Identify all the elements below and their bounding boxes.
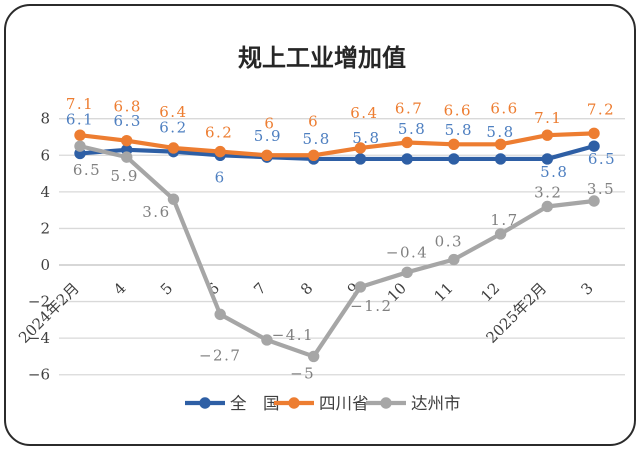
x-tick-label: 5 bbox=[157, 279, 176, 298]
data-point bbox=[401, 153, 413, 165]
legend-item: 全 国 bbox=[185, 394, 280, 413]
data-label: 0.3 bbox=[435, 233, 463, 251]
y-tick-label: 6 bbox=[40, 146, 50, 164]
data-point bbox=[74, 129, 86, 141]
data-label: 3.2 bbox=[534, 183, 562, 201]
data-label: 6.5 bbox=[73, 161, 101, 179]
data-point bbox=[588, 140, 600, 152]
data-point bbox=[541, 153, 553, 165]
data-point bbox=[494, 138, 507, 151]
data-point bbox=[214, 308, 226, 321]
data-label: 6.7 bbox=[395, 99, 423, 117]
data-point bbox=[494, 228, 507, 240]
data-point bbox=[448, 253, 460, 266]
data-point bbox=[214, 145, 226, 158]
data-point bbox=[261, 334, 273, 346]
data-point bbox=[588, 195, 600, 207]
x-tick-label: 4 bbox=[110, 279, 129, 298]
legend-label: 全 国 bbox=[230, 394, 280, 413]
data-point bbox=[401, 266, 413, 279]
series-line bbox=[77, 144, 597, 359]
data-label: −0.4 bbox=[386, 243, 428, 261]
data-label: −4.1 bbox=[272, 326, 314, 344]
data-point bbox=[307, 149, 320, 161]
data-label: 3.6 bbox=[142, 203, 170, 221]
x-tick-label: 8 bbox=[297, 279, 316, 298]
y-tick-label: 8 bbox=[40, 110, 50, 128]
data-point bbox=[167, 142, 180, 154]
data-label: 6.6 bbox=[444, 101, 472, 119]
data-point bbox=[121, 134, 133, 147]
y-tick-label: 2 bbox=[40, 219, 50, 237]
legend-marker-dot bbox=[380, 397, 392, 409]
data-label: −2.7 bbox=[199, 346, 241, 364]
y-tick-label: 4 bbox=[40, 183, 50, 201]
data-label: 6.8 bbox=[114, 98, 142, 116]
series-line bbox=[77, 144, 597, 162]
data-label: 6.2 bbox=[205, 124, 233, 142]
data-label: 6.2 bbox=[159, 119, 187, 137]
y-tick-label: 0 bbox=[40, 256, 50, 274]
legend-item: 达州市 bbox=[366, 394, 461, 413]
x-tick-label: 3 bbox=[577, 279, 596, 298]
x-tick-label: 7 bbox=[250, 279, 269, 298]
data-point bbox=[401, 136, 413, 149]
data-label: 5.8 bbox=[445, 121, 473, 139]
y-tick-label: −4 bbox=[28, 329, 50, 347]
data-label: 3.5 bbox=[587, 180, 615, 198]
data-point bbox=[354, 153, 367, 165]
data-label: 7.1 bbox=[534, 109, 562, 127]
data-label: 6.1 bbox=[66, 110, 94, 128]
data-label: 6.4 bbox=[159, 103, 187, 121]
data-label: 7.2 bbox=[587, 100, 615, 118]
legend-marker-dot bbox=[199, 397, 211, 409]
data-point bbox=[74, 140, 86, 152]
data-point bbox=[541, 129, 553, 141]
data-label: 5.8 bbox=[398, 120, 426, 138]
data-label: 6.3 bbox=[114, 112, 142, 130]
data-label: 5.8 bbox=[352, 129, 380, 147]
data-point bbox=[167, 193, 180, 205]
data-point bbox=[448, 138, 460, 151]
series-line bbox=[77, 131, 597, 158]
data-label: −5 bbox=[290, 364, 315, 382]
data-label-layer: 6.1 6.3 6.265.9 5.8 5.8 5.8 5.8 5.85.86.57.1 6.8… bbox=[66, 95, 616, 382]
data-label: 6.6 bbox=[490, 99, 518, 117]
data-point bbox=[494, 153, 507, 165]
data-label: 5.9 bbox=[111, 167, 139, 185]
data-label: −1.2 bbox=[350, 297, 392, 315]
data-label: 5.8 bbox=[302, 130, 330, 148]
data-point bbox=[588, 127, 600, 140]
y-tick-label: −6 bbox=[28, 366, 50, 384]
series-layer bbox=[74, 127, 600, 363]
legend-label: 四川省 bbox=[319, 394, 369, 413]
data-label: 1.7 bbox=[490, 211, 518, 229]
data-label: 5.9 bbox=[254, 127, 282, 145]
y-tick-label: −2 bbox=[28, 293, 50, 311]
data-point bbox=[354, 281, 367, 293]
data-label: 6.5 bbox=[588, 150, 616, 168]
data-label: 6 bbox=[264, 114, 275, 132]
chart-title: 规上工业增加值 bbox=[238, 44, 406, 72]
data-label: 6 bbox=[308, 112, 319, 130]
data-point bbox=[307, 350, 320, 363]
data-label: 5.8 bbox=[486, 123, 514, 141]
legend-label: 达州市 bbox=[411, 394, 461, 413]
legend: 全 国 四川省 达州市 bbox=[185, 394, 461, 413]
data-label: 5.8 bbox=[540, 163, 568, 181]
data-label: 7.1 bbox=[66, 95, 94, 113]
chart-card: 规上工业增加值 8 6 4 2 0 −2 −4 −6 2024年2月 4 5 6 7 8 9 10 11 12 20… bbox=[4, 4, 636, 446]
data-point bbox=[121, 151, 133, 163]
data-point bbox=[261, 149, 273, 161]
data-point bbox=[354, 142, 367, 154]
data-point bbox=[541, 200, 553, 213]
data-point bbox=[448, 153, 460, 165]
legend-marker-dot bbox=[288, 397, 300, 409]
grid-layer bbox=[59, 118, 625, 376]
data-label: 6.4 bbox=[350, 104, 378, 122]
data-label: 6 bbox=[215, 168, 226, 186]
legend-item: 四川省 bbox=[274, 394, 369, 413]
